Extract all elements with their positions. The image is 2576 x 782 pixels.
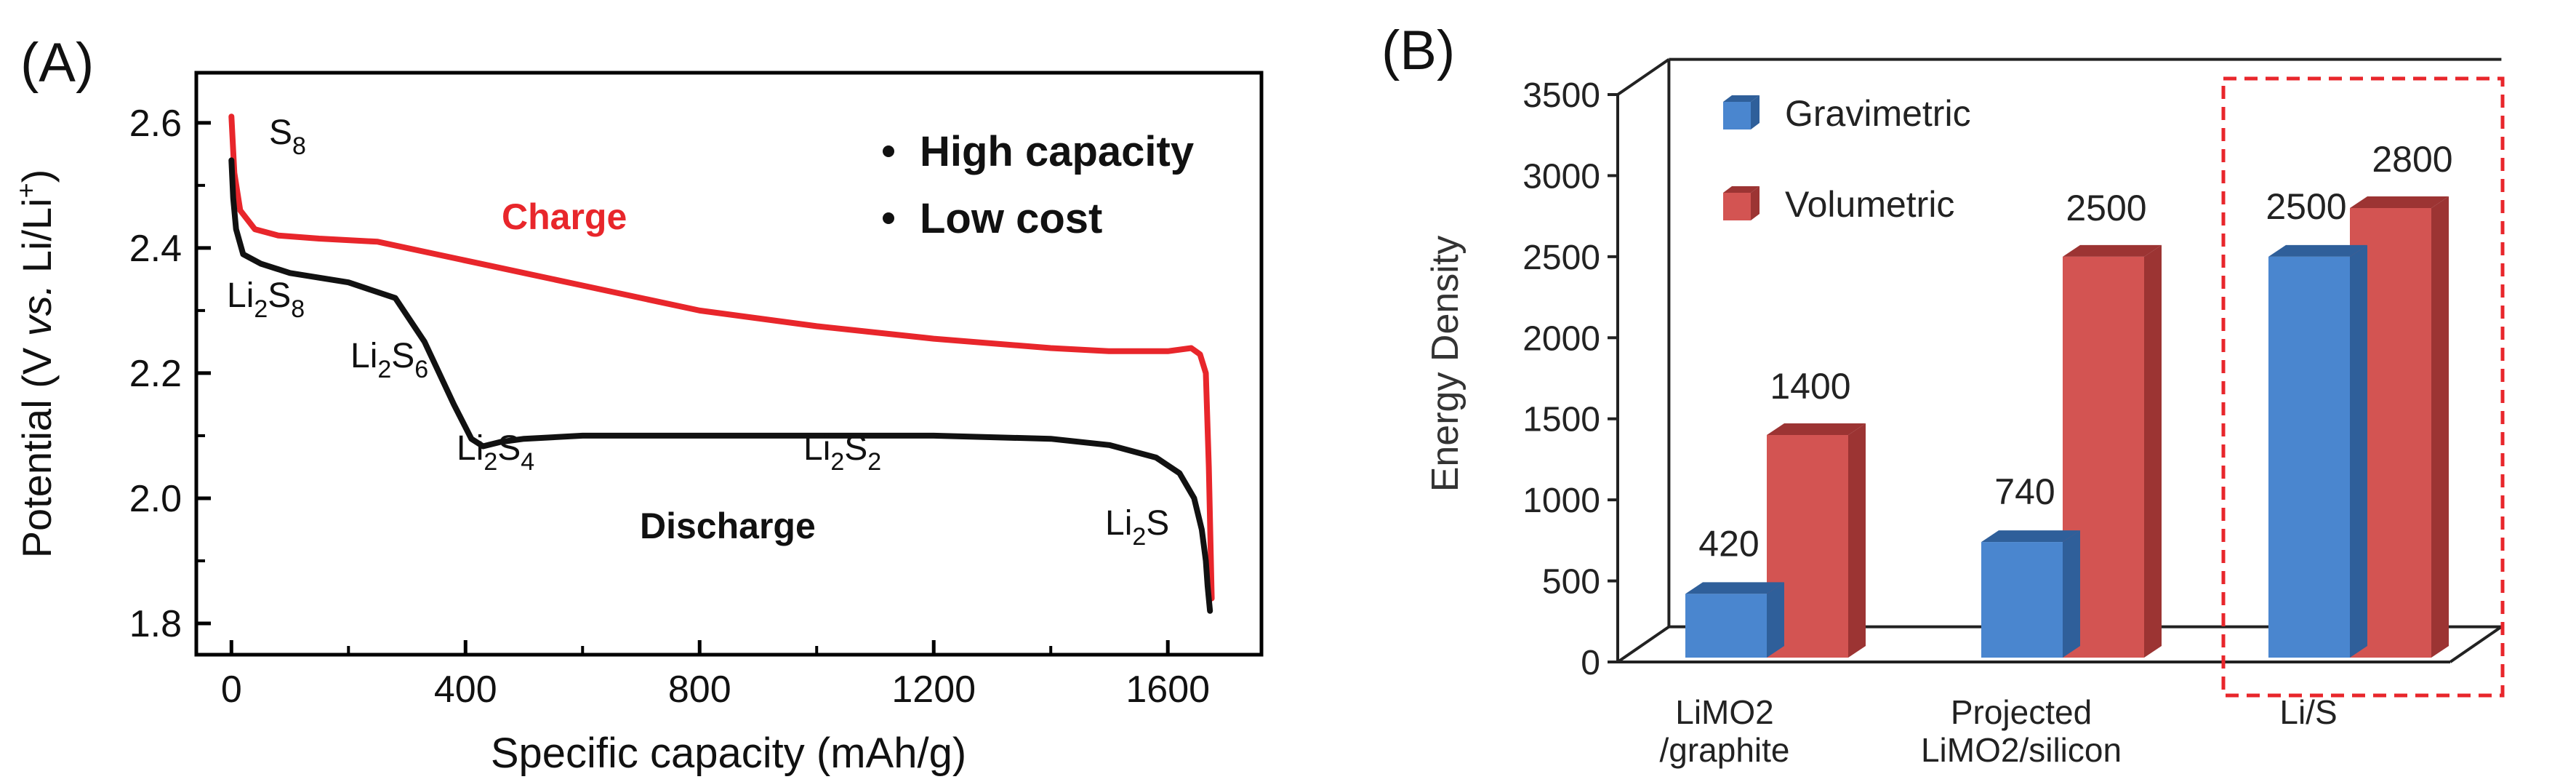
y-tick-label: 3000 [1522, 157, 1600, 196]
charge-curve-label: Charge [502, 196, 627, 237]
bar-value-label: 2800 [2372, 139, 2452, 180]
bar-side [1767, 582, 1784, 658]
bar: 2500 [2266, 186, 2367, 658]
legend-label: Volumetric [1785, 184, 1954, 225]
discharge-curve [228, 157, 1213, 614]
bar-value-label: 1400 [1770, 366, 1850, 407]
y-tick-label: 2000 [1522, 319, 1600, 358]
panel-a-plot-frame [194, 71, 1264, 657]
bar-top [2350, 196, 2449, 208]
discharge-curve-label: Discharge [640, 506, 816, 546]
species-label: Li2S2 [803, 429, 881, 476]
panel-b-label: (B) [1381, 20, 1455, 81]
species-label: Li2S6 [350, 337, 428, 383]
bar-top [1767, 423, 1866, 435]
bar-side [2063, 530, 2080, 658]
panel-b-legend: Gravimetric Volumetric [1723, 93, 1971, 225]
y-tick-label: 1000 [1522, 482, 1600, 520]
floor-left-depth [1616, 625, 1670, 663]
bar: 740 [1981, 471, 2080, 658]
y-tick-label: 500 [1542, 563, 1600, 602]
category-label: /graphite [1659, 731, 1789, 769]
legend-swatch-side [1751, 95, 1760, 129]
bar-top [2268, 244, 2367, 257]
bar-side [2431, 196, 2449, 658]
y-tick-label: 2.2 [129, 353, 182, 395]
bar-top [2063, 244, 2162, 257]
panel-a-x-axis-label: Specific capacity (mAh/g) [491, 730, 966, 777]
bullet-low-cost: Low cost [920, 195, 1102, 242]
li-s-highlight-box [2221, 76, 2505, 698]
panel-a-line-chart: (A) 1.8 2.0 2.2 2.4 2.6 0 400 800 1200 1600 Pote… [11, 32, 1264, 777]
legend-swatch-side [1751, 186, 1760, 220]
species-label: Li2S4 [457, 429, 534, 476]
bar-value-label: 740 [1994, 471, 2055, 512]
bar-front [1685, 594, 1767, 658]
panel-a-bullets: High capacity Low cost [883, 128, 1194, 242]
category-label: Projected [1951, 693, 2092, 731]
y-tick-label: 2.6 [129, 103, 182, 145]
y-tick-label: 1500 [1522, 401, 1600, 439]
floor-right-depth [2449, 625, 2503, 663]
bar-top [1981, 530, 2080, 543]
bar-side [1848, 423, 1866, 658]
legend-swatch-top [1723, 186, 1760, 193]
bar-value-label: 2500 [2066, 188, 2146, 228]
bar-value-label: 420 [1698, 523, 1759, 564]
charge-curve [228, 113, 1215, 602]
species-label: Li2S [1105, 504, 1169, 551]
bar-front [1981, 542, 2063, 658]
species-label: S8 [269, 113, 306, 160]
bullet-dot [883, 145, 894, 157]
panel-b-bar-chart: (B) 0 500 1000 1500 2000 2500 3000 3500 1400 420… [1381, 20, 2505, 769]
legend-swatch [1723, 102, 1751, 129]
y-tick-label: 2500 [1522, 239, 1600, 277]
bar-side [2350, 244, 2367, 658]
x-tick-label: 0 [221, 669, 242, 711]
bar-top [1685, 582, 1784, 594]
bar: 420 [1685, 523, 1784, 658]
x-tick-label: 1600 [1126, 669, 1210, 711]
x-tick-label: 1200 [891, 669, 976, 711]
category-label: Li/S [2279, 693, 2337, 731]
panel-b-y-axis-label: Energy Density [1424, 236, 1466, 492]
bullet-dot [883, 212, 894, 224]
y-tick-label: 2.0 [129, 478, 182, 520]
bullet-high-capacity: High capacity [920, 128, 1194, 175]
bar-front [2268, 256, 2350, 658]
panel-a-label: (A) [20, 32, 94, 94]
panel-a-species-labels: S8 Li2S8 Li2S6 Li2S4 Li2S2 Li2S [227, 113, 1169, 551]
panel-a-y-ticks: 1.8 2.0 2.2 2.4 2.6 [129, 103, 211, 645]
legend-swatch [1723, 193, 1751, 220]
bar-side [2144, 244, 2162, 658]
legend-label: Gravimetric [1785, 93, 1971, 134]
bar-value-label: 2500 [2266, 186, 2346, 227]
category-label: LiMO2/silicon [1921, 731, 2122, 769]
x-tick-label: 400 [434, 669, 497, 711]
category-label: LiMO2 [1675, 693, 1773, 731]
legend-swatch-top [1723, 95, 1760, 102]
y-tick-label: 1.8 [129, 603, 182, 645]
top-left-depth [1616, 57, 1670, 96]
x-tick-label: 800 [668, 669, 731, 711]
y-tick-label: 3500 [1522, 76, 1600, 115]
panel-a-x-ticks: 0 400 800 1200 1600 [221, 640, 1210, 711]
panel-b-y-ticks: 0 500 1000 1500 2000 2500 3000 3500 [1522, 76, 1618, 682]
panel-a-series [228, 113, 1215, 614]
species-label: Li2S8 [227, 276, 305, 323]
y-tick-label: 2.4 [129, 228, 182, 270]
y-tick-label: 0 [1581, 644, 1600, 682]
panel-a-y-axis-label: Potential (V vs. Li/Li+) [11, 169, 60, 559]
panel-b-bars: 1400 420 2500 740 2800 2500 [1685, 139, 2453, 658]
